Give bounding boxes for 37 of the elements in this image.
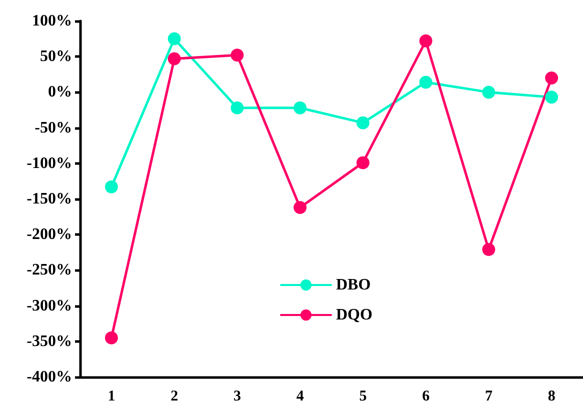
y-tick-label: -400% xyxy=(26,368,72,386)
y-tick-label: -150% xyxy=(26,190,72,208)
point xyxy=(482,243,496,256)
x-tick-label: 3 xyxy=(233,388,241,404)
y-tick-label: -300% xyxy=(26,297,72,314)
y-tick-label: 50% xyxy=(40,48,72,66)
point xyxy=(168,32,181,46)
point xyxy=(356,116,370,130)
y-tick-label: -100% xyxy=(26,154,72,172)
x-tick-label: 2 xyxy=(170,388,178,404)
y-tick-label: 0% xyxy=(48,84,72,101)
x-tick-label: 6 xyxy=(422,388,430,404)
x-tick-label: 4 xyxy=(296,388,304,404)
x-tick-label: 1 xyxy=(108,388,116,404)
x-tick-label: 8 xyxy=(548,388,556,404)
point xyxy=(482,86,496,99)
point xyxy=(230,101,244,114)
legend-label: DQO xyxy=(336,306,372,324)
point xyxy=(419,34,432,48)
point xyxy=(545,71,558,84)
point xyxy=(294,101,307,114)
point xyxy=(545,90,558,104)
point xyxy=(294,201,307,214)
x-tick-label: 7 xyxy=(484,388,493,404)
point xyxy=(230,48,244,62)
point xyxy=(104,331,118,344)
x-tick-label: 5 xyxy=(359,388,367,404)
y-tick-label: -200% xyxy=(26,226,72,244)
y-tick-label: 100% xyxy=(32,12,72,30)
point xyxy=(104,180,118,194)
point xyxy=(356,156,370,170)
y-tick-label: -50% xyxy=(34,119,72,136)
point xyxy=(168,52,181,66)
legend-label: DBO xyxy=(336,276,371,294)
point xyxy=(419,76,432,89)
y-tick-label: -250% xyxy=(26,262,72,279)
y-tick-label: -350% xyxy=(26,332,72,350)
